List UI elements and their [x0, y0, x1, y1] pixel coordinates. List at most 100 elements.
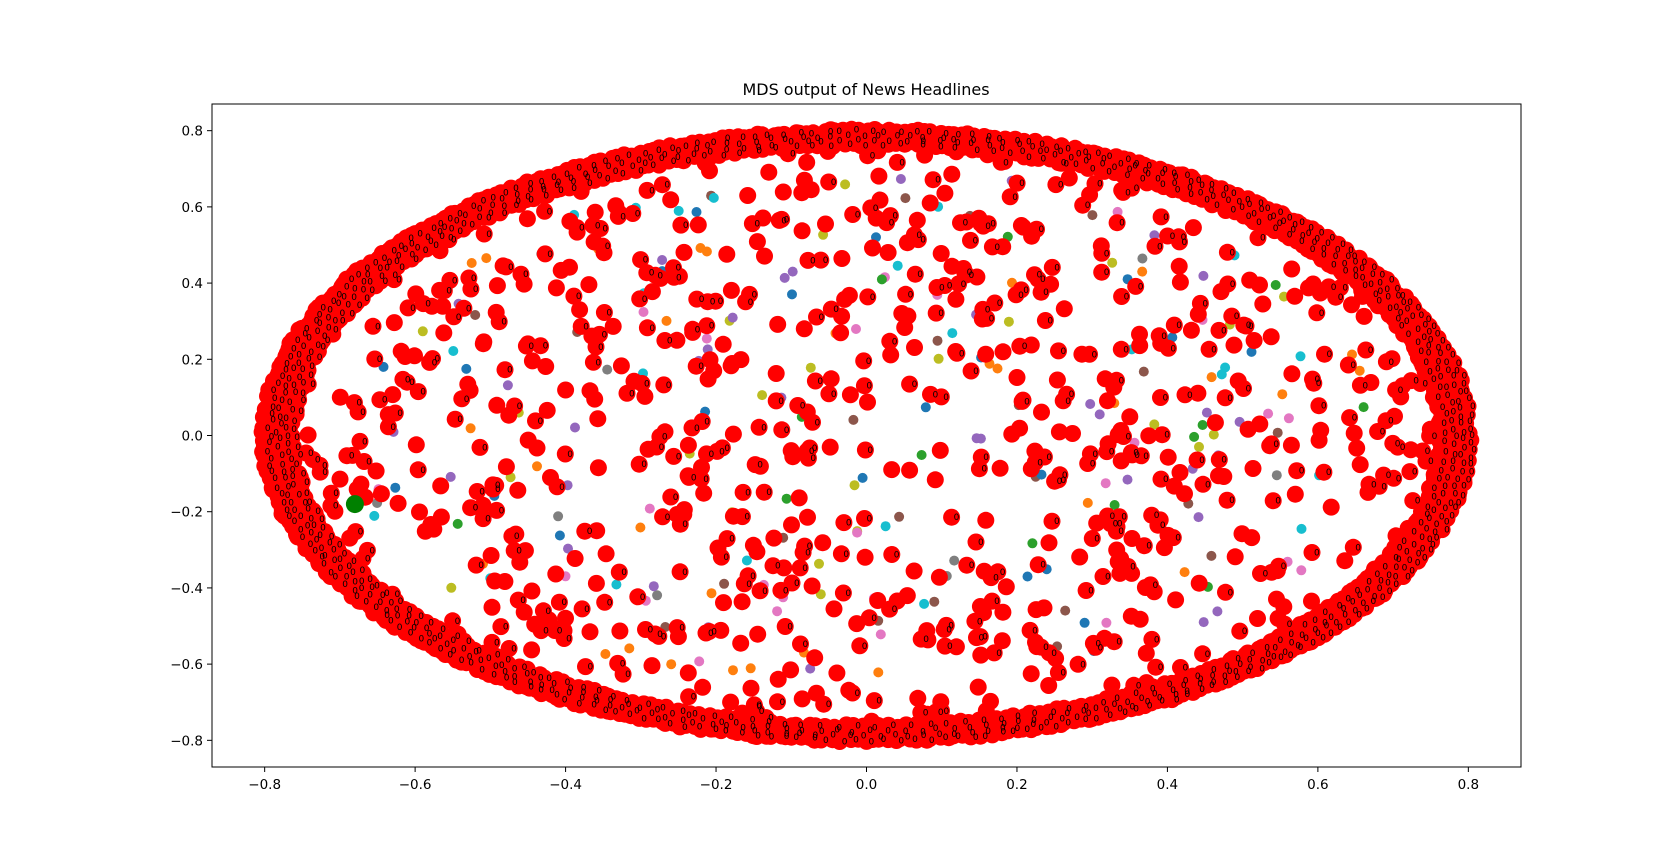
point-label: 0: [298, 512, 304, 522]
point-label: 0: [452, 276, 458, 286]
point-label: 0: [1112, 163, 1118, 173]
point-label: 0: [752, 290, 758, 300]
point-label: 0: [1242, 627, 1248, 637]
point-label: 0: [766, 488, 772, 498]
point-label: 0: [1097, 180, 1103, 190]
scatter-point-other: [741, 555, 752, 566]
point-label: 0: [300, 533, 306, 543]
point-label: 0: [1393, 553, 1399, 563]
point-label: 0: [267, 438, 273, 448]
point-label: 0: [784, 215, 790, 225]
point-label: 0: [1061, 347, 1067, 357]
scatter-point: [679, 664, 697, 682]
point-label: 0: [579, 224, 585, 234]
point-label: 0: [307, 498, 313, 508]
point-label: 0: [508, 263, 514, 273]
point-label: 0: [1273, 440, 1279, 450]
scatter-point: [1190, 574, 1208, 592]
scatter-point: [814, 534, 832, 552]
scatter-point: [1033, 403, 1050, 421]
point-label: 0: [1386, 571, 1392, 581]
point-label: 0: [1451, 408, 1457, 418]
point-label: 0: [724, 444, 730, 454]
scatter-point: [1064, 425, 1081, 442]
point-label: 0: [737, 149, 743, 159]
scatter-point: [806, 649, 824, 667]
point-label: 0: [778, 397, 784, 407]
point-label: 0: [1136, 681, 1142, 691]
point-label: 0: [428, 619, 434, 629]
point-label: 0: [298, 451, 304, 461]
scatter-point: [864, 239, 881, 257]
scatter-point: [1225, 336, 1243, 354]
point-label: 0: [873, 204, 879, 214]
point-label: 0: [395, 590, 401, 600]
point-label: 0: [1154, 511, 1160, 521]
scatter-point: [1262, 328, 1280, 346]
scatter-point-other: [1137, 266, 1148, 277]
point-label: 0: [650, 161, 656, 171]
point-label: 0: [637, 704, 643, 714]
point-label: 0: [1143, 452, 1149, 462]
point-label: 0: [1163, 213, 1169, 223]
point-label: 0: [981, 716, 987, 726]
point-label: 0: [670, 709, 676, 719]
point-label: 0: [973, 236, 979, 246]
point-label: 0: [292, 517, 298, 527]
point-label: 0: [1063, 159, 1069, 169]
point-label: 0: [1256, 218, 1262, 228]
point-label: 0: [507, 366, 513, 376]
scatter-point-other: [1206, 550, 1217, 561]
point-label: 0: [729, 535, 735, 545]
y-tick-label: 0.6: [182, 200, 203, 216]
point-label: 0: [1023, 286, 1029, 296]
point-label: 0: [1396, 291, 1402, 301]
scatter-point: [908, 211, 926, 229]
point-label: 0: [1456, 397, 1462, 407]
point-label: 0: [661, 632, 667, 642]
point-label: 0: [892, 337, 898, 347]
scatter-point: [1269, 609, 1287, 627]
point-label: 0: [1460, 468, 1466, 478]
scatter-point: [1244, 460, 1262, 477]
point-label: 0: [1123, 345, 1129, 355]
point-label: 0: [272, 474, 278, 484]
point-label: 0: [1153, 581, 1159, 591]
point-label: 0: [1415, 325, 1421, 335]
point-label: 0: [425, 300, 431, 310]
point-label: 0: [836, 127, 842, 137]
scatter-point: [793, 184, 811, 202]
scatter-point: [694, 678, 712, 696]
scatter-point-other: [1295, 351, 1306, 362]
scatter-point-other: [1198, 617, 1209, 628]
point-label: 0: [576, 164, 582, 174]
y-tick-label: −0.8: [170, 733, 203, 749]
point-label: 0: [311, 521, 317, 531]
point-label: 0: [547, 250, 553, 260]
point-label: 0: [783, 586, 789, 596]
scatter-point: [612, 357, 630, 375]
scatter-point: [1184, 219, 1202, 237]
point-label: 0: [947, 282, 953, 292]
point-label: 0: [1437, 383, 1443, 393]
point-label: 0: [969, 561, 975, 571]
scatter-point-other: [1112, 206, 1123, 217]
point-label: 0: [1299, 237, 1305, 247]
point-label: 0: [1451, 371, 1457, 381]
scatter-point: [1073, 345, 1091, 363]
scatter-point-other: [1263, 408, 1274, 419]
point-label: 0: [423, 246, 429, 256]
scatter-point: [1171, 464, 1189, 481]
point-label: 0: [894, 551, 900, 561]
point-label: 0: [383, 277, 389, 287]
point-label: 0: [1175, 534, 1181, 544]
scatter-point-other: [1201, 407, 1212, 418]
point-label: 0: [973, 367, 979, 377]
scatter-point: [718, 245, 736, 263]
point-label: 0: [620, 659, 626, 669]
point-label: 0: [557, 627, 563, 637]
point-label: 0: [1018, 291, 1024, 301]
point-label: 0: [640, 593, 646, 603]
scatter-point-other: [772, 606, 783, 617]
point-label: 0: [904, 137, 910, 147]
